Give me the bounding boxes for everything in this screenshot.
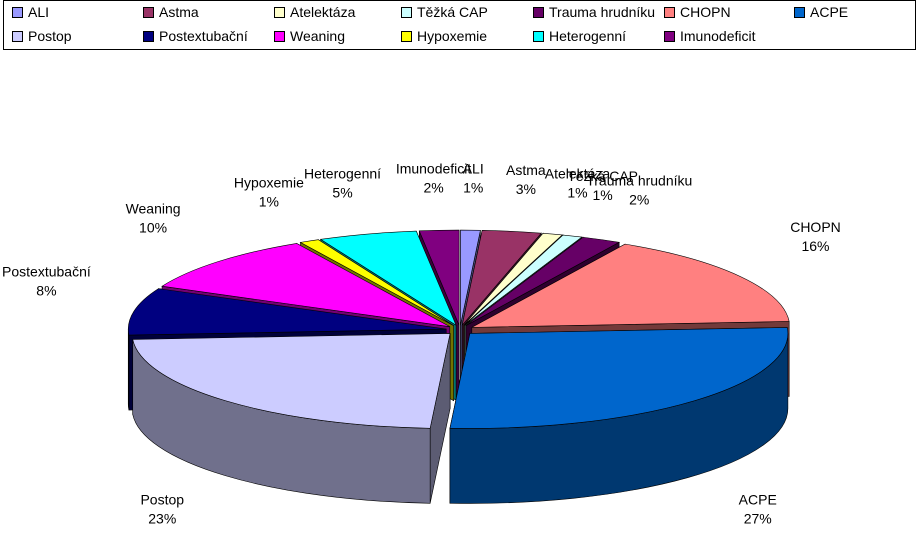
data-label-percent: 1% [593,187,613,203]
legend-item-ali: ALI [12,3,49,21]
data-label-percent: 8% [36,282,56,298]
legend-swatch [12,6,23,18]
legend-item-weaning: Weaning [274,27,345,45]
data-label-name: Hypoxemie [234,174,304,190]
data-label-astma: Astma 3% [506,162,546,197]
legend-item-trauma-hrudniku: Trauma hrudníku [533,3,655,21]
legend-swatch [12,30,23,42]
data-label-trauma-hrudniku: Trauma hrudníku 2% [586,173,692,208]
data-label-heterogenni: Heterogenní 5% [304,166,381,201]
legend-swatch [274,30,285,42]
slice-tezka-cap [464,234,583,326]
slice-chopn [471,243,790,328]
data-label-ali: ALI 1% [463,161,484,196]
slice-weaning [161,243,450,327]
legend-label: Postextubační [159,28,248,44]
data-label-imunodeficit: Imunodeficit 2% [396,161,472,196]
slice-postop [132,333,451,429]
legend-swatch [274,6,285,18]
data-label-chopn: CHOPN 16% [790,219,841,254]
slice-wall-postextubacni [127,329,130,411]
legend-label: Hypoxemie [417,28,488,44]
data-label-postop: Postop 23% [140,491,184,526]
legend-swatch [143,6,154,18]
legend-item-imunodeficit: Imunodeficit [664,27,755,45]
legend-label: Heterogenní [549,28,627,44]
legend-item-astma: Astma [143,3,199,21]
legend-item-chopn: CHOPN [664,3,731,21]
legend-label: Imunodeficit [680,28,756,44]
data-label-percent: 23% [148,510,176,526]
data-label-postextubacni: Postextubační 8% [2,263,91,298]
legend-item-acpe: ACPE [794,3,848,21]
slice-astma [461,230,542,326]
legend-item-postextubacni: Postextubační [143,27,248,45]
legend-label: Postop [28,28,72,44]
slice-postextubacni [127,288,447,336]
data-label-acpe: ACPE 27% [739,491,777,526]
data-label-name: CHOPN [790,219,841,235]
data-label-percent: 2% [629,192,649,208]
data-label-name: Heterogenní [304,166,381,182]
data-label-weaning: Weaning 10% [126,200,181,235]
slice-acpe [449,327,789,429]
legend-swatch [401,30,412,42]
legend-item-postop: Postop [12,27,72,45]
legend-item-tezka-cap: Těžká CAP [401,3,488,21]
data-label-percent: 10% [139,219,167,235]
data-label-name: Těžká CAP [567,168,638,184]
legend-item-hypoxemie: Hypoxemie [401,27,487,45]
data-label-name: Atelektáza [545,166,611,182]
legend-swatch [401,6,412,18]
legend-item-atelektaza: Atelektáza [274,3,355,21]
data-label-atelektaza: Atelektáza 1% [545,166,611,201]
legend-swatch [794,6,805,18]
legend-item-heterogenni: Heterogenní [533,27,626,45]
data-label-name: Astma [506,162,546,178]
data-label-percent: 16% [801,238,829,254]
slice-atelektaza [463,232,563,326]
data-label-name: Imunodeficit [396,161,472,177]
slice-ali [460,229,481,326]
legend-label: Astma [159,4,199,20]
legend-swatch [664,30,675,42]
legend-label: Trauma hrudníku [549,4,656,20]
data-label-percent: 3% [516,181,536,197]
data-label-percent: 5% [332,185,352,201]
legend-label: Těžká CAP [417,4,488,20]
data-label-hypoxemie: Hypoxemie 1% [234,174,304,209]
data-label-name: Weaning [126,200,181,216]
data-label-percent: 1% [463,180,483,196]
data-label-name: Postop [140,491,184,507]
slice-hypoxemie [299,239,454,326]
legend-swatch [533,6,544,18]
slice-tops-layer [127,229,790,429]
data-label-name: Postextubační [2,263,91,279]
legend-label: CHOPN [680,4,731,20]
data-label-name: ACPE [739,491,777,507]
legend-label: ACPE [810,4,849,20]
data-label-percent: 2% [423,180,443,196]
data-label-percent: 1% [259,193,279,209]
legend-swatch [664,6,675,18]
legend-swatch [143,30,154,42]
slice-imunodeficit [418,229,460,326]
slice-trauma-hrudniku [465,236,621,326]
legend: ALI Astma Atelektáza Těžká CAP Trauma hrudní… [3,0,916,50]
legend-label: Weaning [290,28,346,44]
data-label-percent: 27% [744,510,772,526]
legend-label: Atelektáza [290,4,356,20]
data-label-name: Trauma hrudníku [586,173,692,189]
legend-label: ALI [28,4,50,20]
data-label-percent: 1% [567,185,587,201]
slice-heterogenni [319,230,457,327]
legend-swatch [533,30,544,42]
data-label-name: ALI [463,161,484,177]
